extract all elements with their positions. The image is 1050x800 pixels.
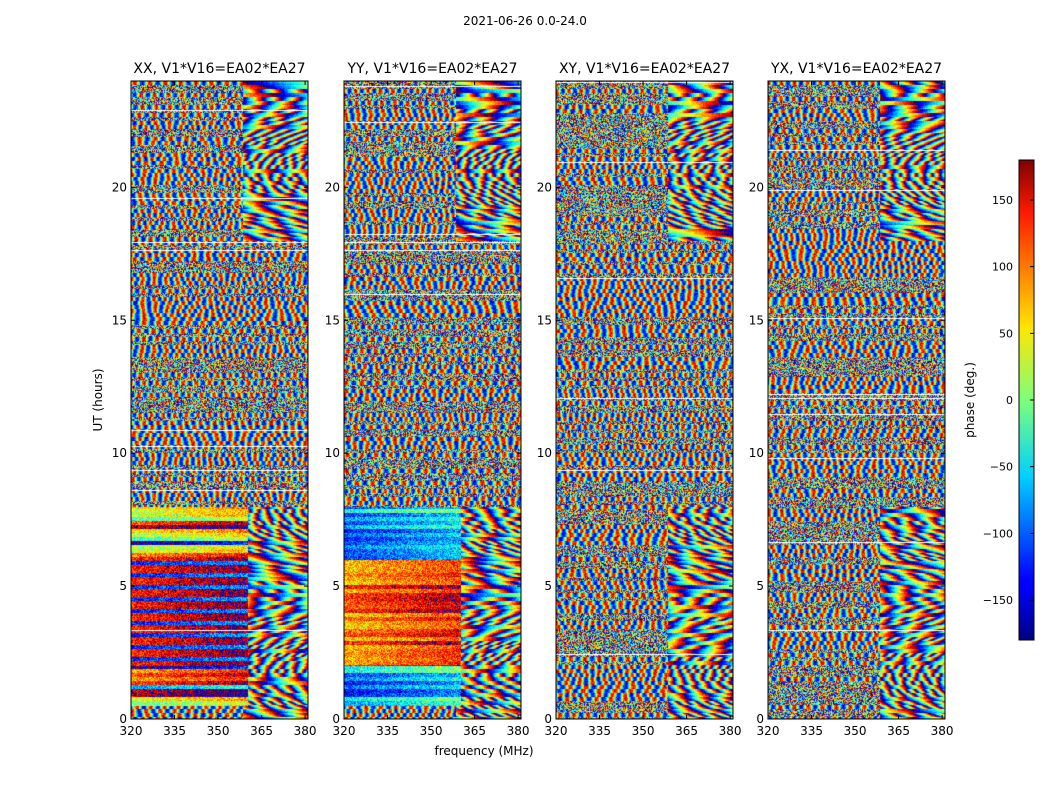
x-tick-label: 320 <box>120 724 143 738</box>
y-tick-label: 10 <box>112 446 127 460</box>
heatmap-image <box>768 81 945 719</box>
heatmap-image <box>344 81 521 719</box>
y-tick-label: 5 <box>544 579 552 593</box>
x-tick-label: 350 <box>632 724 655 738</box>
x-tick-label: 380 <box>507 724 530 738</box>
x-tick-label: 335 <box>376 724 399 738</box>
x-tick-label: 320 <box>545 724 568 738</box>
x-tick-label: 350 <box>844 724 867 738</box>
y-axis-label: UT (hours) <box>91 368 105 432</box>
panel-title: XX, V1*V16=EA02*EA27 <box>133 61 305 77</box>
y-tick-label: 0 <box>332 712 340 726</box>
y-tick-label: 15 <box>112 313 127 327</box>
x-tick-label: 350 <box>207 724 230 738</box>
heatmap-image <box>556 81 733 719</box>
y-tick-label: 0 <box>756 712 764 726</box>
x-tick-label: 365 <box>887 724 910 738</box>
heatmap-image <box>131 81 308 719</box>
colorbar-tick-label: 50 <box>999 327 1013 340</box>
panel-title: XY, V1*V16=EA02*EA27 <box>559 61 730 77</box>
x-tick-label: 320 <box>757 724 780 738</box>
x-tick-label: 320 <box>333 724 356 738</box>
x-tick-label: 380 <box>294 724 317 738</box>
colorbar-tick-label: −150 <box>983 594 1013 607</box>
colorbar-tick-label: 150 <box>992 194 1013 207</box>
y-tick-label: 0 <box>119 712 127 726</box>
y-tick-label: 10 <box>749 446 764 460</box>
y-tick-label: 20 <box>112 180 127 194</box>
y-tick-label: 10 <box>537 446 552 460</box>
colorbar-label: phase (deg.) <box>963 362 977 438</box>
plot-frame <box>555 80 734 720</box>
colorbar-tick-label: −50 <box>990 461 1013 474</box>
y-tick-label: 5 <box>332 579 340 593</box>
y-tick-label: 5 <box>756 579 764 593</box>
panel-0: XX, V1*V16=EA02*EA27 320 335 350 365 380 0 5 10 1… <box>112 61 317 738</box>
x-tick-label: 380 <box>719 724 742 738</box>
colorbar-tick-label: 0 <box>1006 394 1013 407</box>
x-axis-label: frequency (MHz) <box>434 744 534 758</box>
x-tick-label: 365 <box>250 724 273 738</box>
panel-title: YX, V1*V16=EA02*EA27 <box>770 61 942 77</box>
panel-3: YX, V1*V16=EA02*EA27 320 335 350 365 380 0 5 10 1… <box>749 61 954 738</box>
panel-2: XY, V1*V16=EA02*EA27 320 335 350 365 380 0 5 10 1… <box>537 61 742 738</box>
y-tick-label: 20 <box>537 180 552 194</box>
x-tick-label: 365 <box>463 724 486 738</box>
y-tick-label: 15 <box>749 313 764 327</box>
plot-frame <box>767 80 946 720</box>
y-tick-label: 5 <box>119 579 127 593</box>
colorbar-tick-label: 100 <box>992 261 1013 274</box>
y-tick-label: 15 <box>325 313 340 327</box>
panel-title: YY, V1*V16=EA02*EA27 <box>346 61 517 77</box>
x-tick-label: 335 <box>800 724 823 738</box>
figure-suptitle: 2021-06-26 0.0-24.0 <box>463 14 587 28</box>
colorbar-tick-label: −100 <box>983 527 1013 540</box>
x-tick-label: 335 <box>588 724 611 738</box>
x-tick-label: 335 <box>163 724 186 738</box>
plot-frame <box>130 80 309 720</box>
x-tick-label: 380 <box>931 724 954 738</box>
y-tick-label: 20 <box>749 180 764 194</box>
y-tick-label: 10 <box>325 446 340 460</box>
y-tick-label: 15 <box>537 313 552 327</box>
x-tick-label: 365 <box>675 724 698 738</box>
plot-frame <box>343 80 522 720</box>
panel-1: YY, V1*V16=EA02*EA27 320 335 350 365 380 0 5 10 1… <box>325 61 530 738</box>
y-tick-label: 0 <box>544 712 552 726</box>
x-tick-label: 350 <box>420 724 443 738</box>
y-tick-label: 20 <box>325 180 340 194</box>
